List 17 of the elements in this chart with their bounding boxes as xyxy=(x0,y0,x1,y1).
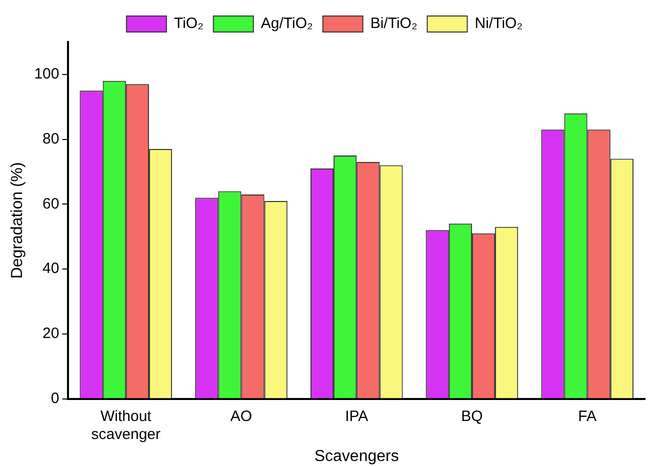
legend-label: Ag/TiO₂ xyxy=(260,15,314,32)
x-tick-label: AO xyxy=(230,408,252,425)
x-tick-label: BQ xyxy=(461,408,483,425)
legend-label: Bi/TiO₂ xyxy=(370,15,418,32)
y-tick-label: 60 xyxy=(42,195,60,212)
y-tick-label: 80 xyxy=(42,130,60,148)
legend-label: TiO₂ xyxy=(174,15,204,32)
x-tick-label: IPA xyxy=(345,408,368,425)
x-axis-title: Scavengers xyxy=(314,448,399,465)
x-tick-label: FA xyxy=(578,408,596,425)
y-tick-label: 40 xyxy=(42,260,60,278)
y-tick-label: 20 xyxy=(42,325,60,342)
y-axis-title: Degradation (%) xyxy=(9,162,26,279)
x-tick-label: Without scavenger xyxy=(91,408,161,443)
y-tick-label: 0 xyxy=(50,390,60,407)
legend-label: Ni/TiO₂ xyxy=(474,15,523,32)
y-tick-label: 100 xyxy=(34,66,60,83)
